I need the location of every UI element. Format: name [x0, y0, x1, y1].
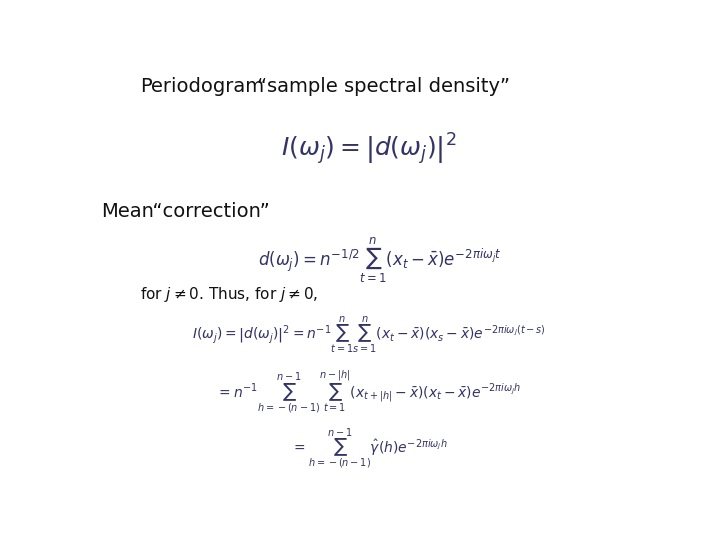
- Text: $= n^{-1}\sum_{h=-(n-1)}^{n-1}\sum_{t=1}^{n-|h|}(x_{t+|h|} - \bar{x})(x_t - \bar: $= n^{-1}\sum_{h=-(n-1)}^{n-1}\sum_{t=1}…: [216, 368, 522, 416]
- Text: $= \sum_{h=-(n-1)}^{n-1}\hat{\gamma}(h)e^{-2\pi i\omega_j h}$: $= \sum_{h=-(n-1)}^{n-1}\hat{\gamma}(h)e…: [291, 427, 447, 472]
- Text: $I(\omega_j) = \left|d(\omega_j)\right|^2 = n^{-1}\sum_{t=1}^{n}\sum_{s=1}^{n}(x: $I(\omega_j) = \left|d(\omega_j)\right|^…: [192, 314, 546, 355]
- Text: for $j \neq 0$. Thus, for $j \neq 0$,: for $j \neq 0$. Thus, for $j \neq 0$,: [140, 285, 318, 304]
- Text: Mean“correction”: Mean“correction”: [101, 202, 270, 221]
- Text: “sample spectral density”: “sample spectral density”: [258, 77, 510, 96]
- Text: $I(\omega_j) = \left|d(\omega_j)\right|^2$: $I(\omega_j) = \left|d(\omega_j)\right|^…: [282, 131, 456, 167]
- Text: Periodogram: Periodogram: [140, 77, 264, 96]
- Text: $d(\omega_j) = n^{-1/2}\sum_{t=1}^{n}(x_t - \bar{x})e^{-2\pi i\omega_j t}$: $d(\omega_j) = n^{-1/2}\sum_{t=1}^{n}(x_…: [258, 235, 502, 285]
